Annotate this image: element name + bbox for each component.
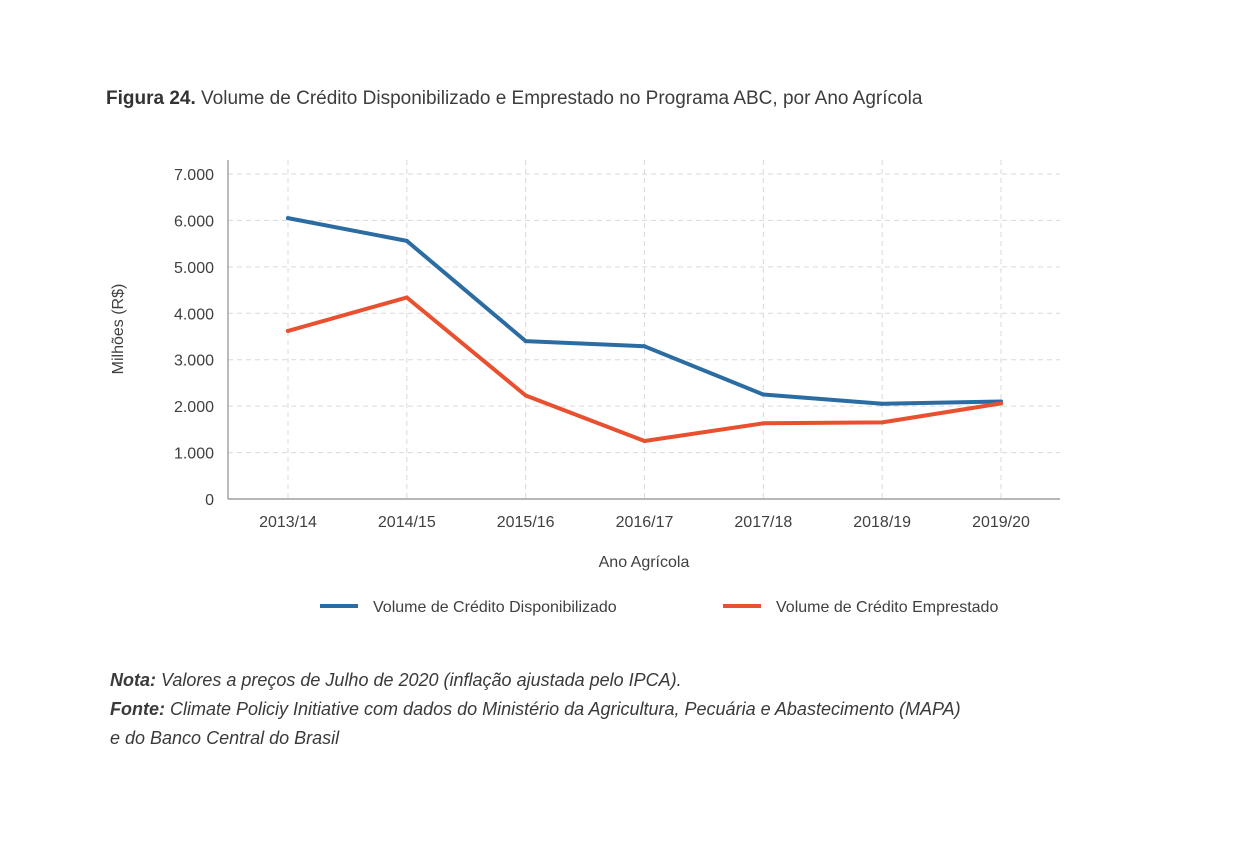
data-point — [880, 401, 885, 406]
data-point — [761, 392, 766, 397]
nota-label: Nota: — [110, 670, 156, 690]
notes: Nota: Valores a preços de Julho de 2020 … — [110, 666, 1110, 753]
data-point — [880, 420, 885, 425]
fonte-label: Fonte: — [110, 699, 165, 719]
axis-layer — [227, 160, 1060, 500]
fonte-text: Climate Policiy Initiative com dados do … — [164, 699, 961, 719]
figure-title: Figura 24. Volume de Crédito Disponibili… — [106, 88, 922, 110]
y-tick-label: 3.000 — [174, 353, 214, 370]
y-axis-title: Milhões (R$) — [110, 284, 127, 375]
x-tick-label: 2015/16 — [497, 514, 555, 531]
label-layer: 0 1.000 2.000 3.000 4.000 5.000 6.000 7.000 2013… — [110, 167, 1030, 571]
y-tick-label: 0 — [205, 492, 214, 509]
legend-label-2: Volume de Crédito Emprestado — [776, 599, 998, 616]
nota-line: Nota: Valores a preços de Julho de 2020 … — [110, 666, 1110, 695]
data-point — [761, 421, 766, 426]
y-tick-label: 5.000 — [174, 260, 214, 277]
data-point — [286, 328, 290, 333]
x-tick-label: 2018/19 — [853, 514, 911, 531]
line-chart: 0 1.000 2.000 3.000 4.000 5.000 6.000 7.000 2013… — [110, 160, 1060, 616]
y-tick-label: 2.000 — [174, 399, 214, 416]
data-point — [999, 401, 1003, 406]
data-point — [523, 393, 528, 398]
fonte-text-2: e do Banco Central do Brasil — [110, 728, 340, 748]
series-layer — [286, 216, 1003, 443]
grid-layer — [228, 160, 1060, 499]
nota-text: Valores a preços de Julho de 2020 (infla… — [156, 670, 682, 690]
x-tick-label: 2017/18 — [734, 514, 792, 531]
data-point — [404, 238, 409, 243]
y-tick-label: 1.000 — [174, 446, 214, 463]
y-tick-label: 7.000 — [174, 167, 214, 184]
x-tick-label: 2019/20 — [972, 514, 1030, 531]
x-tick-label: 2013/14 — [259, 514, 317, 531]
legend: Volume de Crédito Disponibilizado Volume … — [320, 599, 998, 616]
x-axis-title: Ano Agrícola — [599, 554, 690, 571]
y-tick-label: 4.000 — [174, 306, 214, 323]
data-point — [523, 339, 528, 344]
fonte-line-2: e do Banco Central do Brasil — [110, 724, 1110, 753]
x-tick-label: 2016/17 — [616, 514, 674, 531]
data-point — [404, 295, 409, 300]
figure-title-text: Volume de Crédito Disponibilizado e Empr… — [201, 88, 923, 109]
legend-label-1: Volume de Crédito Disponibilizado — [373, 599, 617, 616]
fonte-line: Fonte: Climate Policiy Initiative com da… — [110, 695, 1110, 724]
x-tick-label: 2014/15 — [378, 514, 436, 531]
figure-label: Figura 24. — [106, 88, 196, 109]
data-point — [286, 216, 290, 221]
data-point — [642, 344, 647, 349]
y-tick-label: 6.000 — [174, 213, 214, 230]
data-point — [642, 438, 647, 443]
